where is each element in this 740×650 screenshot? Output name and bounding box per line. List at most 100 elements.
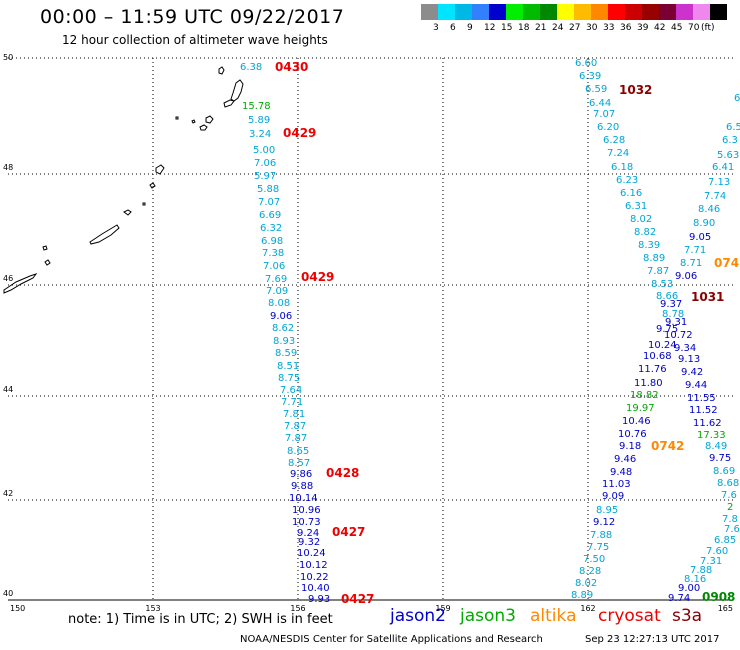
wave-height-value: 10.24 bbox=[648, 340, 677, 351]
wave-height-value: 9.88 bbox=[291, 481, 313, 492]
scale-label: 6 bbox=[450, 23, 456, 33]
wave-height-value: 8.62 bbox=[272, 323, 294, 334]
wave-height-value: 8.95 bbox=[596, 505, 618, 516]
island-2 bbox=[230, 79, 244, 102]
island-7 bbox=[191, 119, 196, 124]
wave-height-value: 7.74 bbox=[704, 191, 726, 202]
coastline bbox=[3, 66, 244, 294]
island-15 bbox=[3, 273, 38, 294]
wave-height-value: 9.05 bbox=[689, 232, 711, 243]
wave-height-value: 9.06 bbox=[270, 311, 292, 322]
map-grid: 150 153 156 159 162 165 50 48 46 44 42 40 bbox=[3, 53, 733, 613]
wave-height-value: 11.80 bbox=[634, 378, 663, 389]
lon-tick-label: 162 bbox=[580, 604, 595, 613]
scale-label: 33 bbox=[603, 23, 615, 33]
scale-swatch bbox=[523, 4, 540, 20]
wave-height-value: 7.64 bbox=[280, 385, 302, 396]
wave-height-value: 3.24 bbox=[249, 129, 271, 140]
wave-height-value: 7.07 bbox=[593, 109, 615, 120]
lat-tick-label: 50 bbox=[3, 53, 13, 62]
scale-label: 70 bbox=[688, 23, 700, 33]
wave-height-value: 8.90 bbox=[693, 218, 715, 229]
wave-height-value: 18.82 bbox=[630, 390, 659, 401]
footer-credit: NOAA/NESDIS Center for Satellite Applica… bbox=[240, 634, 543, 645]
wave-height-value: 7.60 bbox=[706, 546, 728, 557]
wave-height-value: 8.51 bbox=[277, 361, 299, 372]
wave-height-value: 5.00 bbox=[253, 145, 275, 156]
wave-height-value: 8.59 bbox=[275, 348, 297, 359]
pass-time-label: 0427 bbox=[341, 592, 374, 606]
wave-height-value: 7.81 bbox=[283, 409, 305, 420]
wave-height-value: 8.69 bbox=[713, 466, 735, 477]
wave-height-value: 6.3 bbox=[722, 135, 738, 146]
wave-height-value: 9.42 bbox=[681, 367, 703, 378]
wave-height-value: 8.16 bbox=[684, 574, 706, 585]
pass-time-label: 0429 bbox=[301, 270, 334, 284]
wave-height-value: 8.02 bbox=[575, 578, 597, 589]
wave-height-value: 9.32 bbox=[298, 537, 320, 548]
wave-height-value: 9.06 bbox=[675, 271, 697, 282]
pass-time-label: 1032 bbox=[619, 83, 652, 97]
scale-swatch bbox=[540, 4, 557, 20]
pass-time-label: 0430 bbox=[275, 60, 308, 74]
wave-height-value: 10.14 bbox=[289, 493, 318, 504]
wave-height-value: 8.49 bbox=[705, 441, 727, 452]
wave-height-value: 11.52 bbox=[689, 405, 718, 416]
legend-altika: altika bbox=[530, 606, 577, 626]
wave-height-value: 8.75 bbox=[278, 373, 300, 384]
scale-swatch bbox=[591, 4, 608, 20]
wave-height-value: 17.33 bbox=[697, 430, 726, 441]
legend-cryosat: cryosat bbox=[598, 606, 661, 626]
wave-height-value: 7.87 bbox=[647, 266, 669, 277]
wave-height-value: 8.65 bbox=[287, 446, 309, 457]
wave-height-value: 9.12 bbox=[593, 517, 615, 528]
scale-label: (ft) bbox=[701, 23, 715, 33]
wave-height-value: 9.24 bbox=[297, 528, 319, 539]
scale-label: 18 bbox=[518, 23, 530, 33]
wave-height-value: 9.00 bbox=[678, 583, 700, 594]
legend-jason3: jason3 bbox=[460, 606, 516, 626]
scale-label: 9 bbox=[467, 23, 473, 33]
scale-swatch bbox=[557, 4, 574, 20]
page-subtitle: 12 hour collection of altimeter wave hei… bbox=[62, 33, 328, 47]
wave-height-value: 2 bbox=[727, 502, 733, 513]
island-1 bbox=[218, 66, 225, 75]
scale-label: 36 bbox=[620, 23, 632, 33]
wave-height-value: 7.06 bbox=[263, 261, 285, 272]
wave-height-value: 8.57 bbox=[288, 458, 310, 469]
island-3 bbox=[223, 99, 235, 108]
wave-height-value: 8.71 bbox=[680, 258, 702, 269]
wave-height-value: 7.50 bbox=[583, 554, 605, 565]
scale-swatch bbox=[438, 4, 455, 20]
lon-tick-label: 153 bbox=[145, 604, 160, 613]
scale-label: 24 bbox=[552, 23, 564, 33]
island-5 bbox=[199, 124, 208, 131]
scale-swatch bbox=[506, 4, 523, 20]
wave-height-value: 6.44 bbox=[589, 98, 611, 109]
wave-height-value: 7.24 bbox=[607, 148, 629, 159]
scale-label: 39 bbox=[637, 23, 649, 33]
wave-height-value: 7.87 bbox=[284, 421, 306, 432]
wave-height-value: 10.22 bbox=[300, 572, 329, 583]
wave-height-value: 6.38 bbox=[240, 62, 262, 73]
pass-time-label: 0908 bbox=[702, 590, 735, 604]
wave-height-value: 7.38 bbox=[262, 248, 284, 259]
wave-height-value: 11.62 bbox=[693, 418, 722, 429]
wave-height-value: 8.53 bbox=[651, 279, 673, 290]
wave-height-value: 7.13 bbox=[708, 177, 730, 188]
wave-height-value: 5.89 bbox=[248, 115, 270, 126]
wave-height-value: 9.13 bbox=[678, 354, 700, 365]
wave-height-value: 6.41 bbox=[712, 162, 734, 173]
scale-label: 27 bbox=[569, 23, 581, 33]
wave-height-value: 8.68 bbox=[717, 478, 739, 489]
wave-height-value: 6.28 bbox=[603, 135, 625, 146]
wave-height-value: 10.68 bbox=[643, 351, 672, 362]
wave-height-value: 8.02 bbox=[630, 214, 652, 225]
wave-height-value: 7.71 bbox=[684, 245, 706, 256]
island-6 bbox=[175, 116, 179, 120]
wave-height-value: 9.46 bbox=[614, 454, 636, 465]
wave-height-value: 6.16 bbox=[620, 188, 642, 199]
wave-height-value: 6.69 bbox=[259, 210, 281, 221]
wave-height-value: 6.85 bbox=[714, 535, 736, 546]
